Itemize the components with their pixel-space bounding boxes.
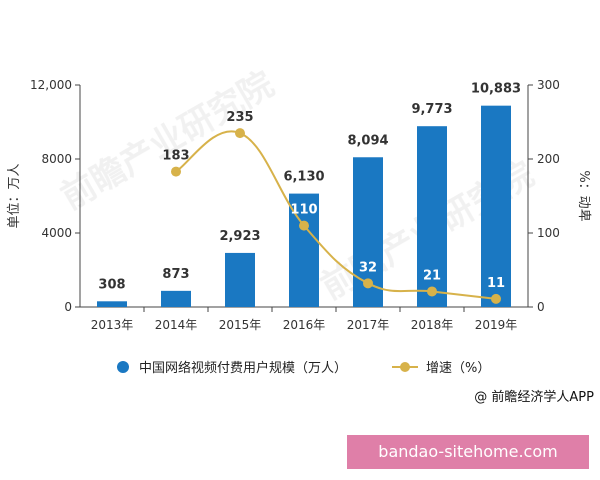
bar-value-label: 2,923 — [219, 229, 260, 244]
growth-value-label: 235 — [226, 110, 253, 125]
growth-point — [491, 293, 501, 304]
watermark-url-box: bandao-sitehome.com — [347, 435, 589, 469]
x-axis-tick-label: 2019年 — [475, 318, 518, 332]
bar — [97, 301, 127, 307]
source-credit: @ 前瞻经济学人APP — [474, 390, 594, 405]
x-axis-tick-label: 2013年 — [91, 318, 134, 332]
growth-value-label: 183 — [162, 149, 189, 164]
growth-point — [427, 286, 437, 297]
left-axis-tick-label: 12,000 — [30, 78, 72, 92]
legend-item-bar: 中国网络视频付费用户规模（万人） — [117, 357, 347, 376]
legend: 中国网络视频付费用户规模（万人） 增速（%） — [0, 357, 600, 381]
bar — [161, 290, 191, 307]
bar-value-label: 6,130 — [283, 170, 324, 185]
x-axis-tick-label: 2018年 — [411, 318, 454, 332]
bar-value-label: 308 — [98, 277, 125, 292]
legend-line-swatch — [392, 361, 418, 373]
right-axis-tick-label: 0 — [537, 300, 545, 314]
right-axis-tick-label: 200 — [537, 152, 560, 166]
growth-value-label: 11 — [487, 276, 505, 291]
left-axis-title: 单位：万人 — [7, 163, 22, 228]
growth-point — [363, 278, 373, 289]
legend-bar-swatch — [117, 360, 129, 373]
legend-bar-label: 中国网络视频付费用户规模（万人） — [139, 361, 348, 376]
legend-item-line: 增速（%） — [392, 357, 490, 376]
bar-value-label: 9,773 — [411, 102, 452, 117]
right-axis-tick-label: 100 — [537, 226, 560, 240]
x-axis-tick-label: 2017年 — [347, 318, 390, 332]
x-axis-tick-label: 2015年 — [219, 318, 262, 332]
bar-value-label: 8,094 — [347, 133, 388, 148]
left-axis-tick-label: 0 — [64, 300, 72, 314]
bar-value-label: 873 — [162, 267, 189, 282]
bar — [417, 126, 447, 308]
x-axis-tick-label: 2016年 — [283, 318, 326, 332]
right-axis-title: %：动卑 — [576, 170, 592, 221]
growth-value-label: 110 — [290, 203, 317, 218]
growth-point — [171, 166, 181, 177]
growth-point — [235, 128, 245, 139]
bar — [225, 252, 255, 307]
growth-value-label: 21 — [423, 268, 441, 283]
bar — [481, 105, 511, 308]
growth-value-label: 32 — [359, 260, 377, 275]
left-axis-tick-label: 8000 — [41, 152, 72, 166]
x-axis-tick-label: 2014年 — [155, 318, 198, 332]
svg-text:前瞻产业研究院: 前瞻产业研究院 — [55, 64, 281, 218]
legend-line-label: 增速（%） — [426, 361, 491, 376]
growth-point — [299, 220, 309, 231]
left-axis-tick-label: 4000 — [41, 226, 72, 240]
bar-value-label: 10,883 — [471, 82, 521, 97]
right-axis-tick-label: 300 — [537, 78, 560, 92]
